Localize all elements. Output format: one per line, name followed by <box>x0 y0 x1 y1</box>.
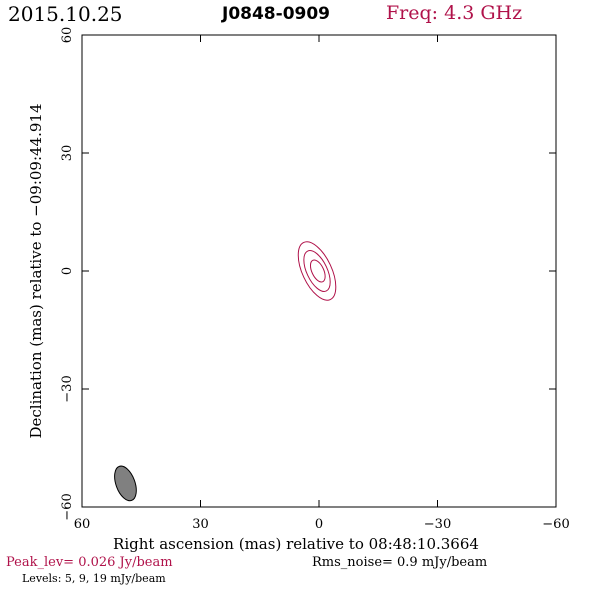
contour-level-5 <box>297 241 337 301</box>
x-tick-label: 0 <box>315 517 323 532</box>
contour-group <box>297 241 337 301</box>
x-axis-label: Right ascension (mas) relative to 08:48:… <box>113 535 479 553</box>
source-name: J0848-0909 <box>222 4 331 24</box>
beam-group <box>114 465 137 502</box>
y-tick-label: 30 <box>60 145 75 162</box>
y-tick-label: 60 <box>60 27 75 44</box>
y-axis-label: Declination (mas) relative to −09:09:44.… <box>27 103 45 438</box>
x-tick-label: 60 <box>74 517 91 532</box>
contour-level-19 <box>309 259 326 283</box>
x-tick-label: 30 <box>192 517 209 532</box>
contour-level-9 <box>303 250 331 292</box>
y-tick-label: −60 <box>60 493 75 520</box>
rms-noise: Rms_noise= 0.9 mJy/beam <box>312 555 488 570</box>
beam-ellipse <box>114 465 137 502</box>
y-tick-label: −30 <box>60 375 75 402</box>
contour-levels: Levels: 5, 9, 19 mJy/beam <box>22 572 166 585</box>
peak-level: Peak_lev= 0.026 Jy/beam <box>6 555 173 570</box>
frequency-label: Freq: 4.3 GHz <box>386 2 523 24</box>
tick-labels: 60 30 0 −30 −60 −60 −30 0 30 60 <box>60 27 570 532</box>
axis-ticks <box>81 34 557 508</box>
x-tick-label: −30 <box>424 517 451 532</box>
observation-date: 2015.10.25 <box>8 2 123 26</box>
x-tick-label: −60 <box>542 517 569 532</box>
y-tick-label: 0 <box>60 267 75 275</box>
plot-frame <box>81 34 557 508</box>
